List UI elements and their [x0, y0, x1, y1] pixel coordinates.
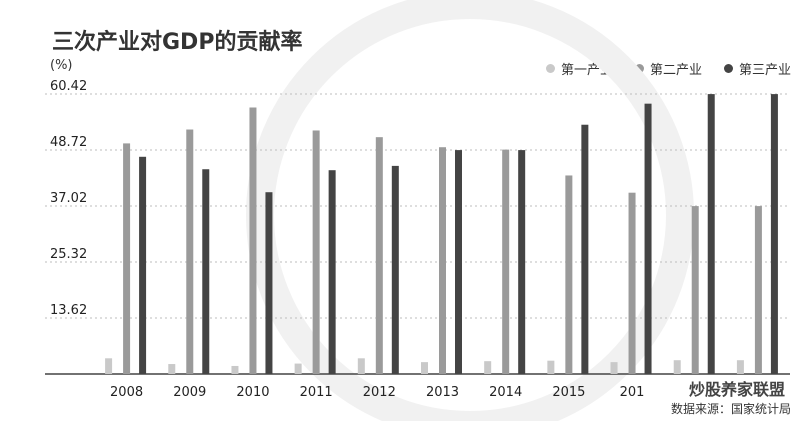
bar-2015-series-1 — [547, 360, 555, 374]
bar-2018-series-3 — [770, 94, 778, 374]
y-axis-unit: (%) — [50, 58, 73, 73]
bar-2013-series-2 — [439, 147, 446, 374]
bar-2013-series-1 — [421, 362, 428, 374]
bar-2009-series-1 — [168, 364, 176, 374]
bar-2010-series-2 — [249, 107, 257, 374]
legend-marker-secondary — [634, 64, 644, 73]
x-tick-label: 2013 — [426, 385, 459, 400]
bar-2009-series-2 — [186, 129, 194, 374]
y-tick-label: 37.02 — [50, 191, 87, 206]
bar-2013-series-3 — [455, 150, 462, 374]
y-tick-label: 25.32 — [50, 247, 87, 262]
bar-2011-series-3 — [328, 170, 336, 374]
bar-2016-series-1 — [610, 362, 618, 374]
background-watermark-ring — [246, 0, 694, 421]
legend: 第一产业 第二产业 第三产业 — [545, 59, 791, 78]
x-tick-label: 2009 — [173, 385, 206, 400]
bar-2016-series-2 — [628, 192, 636, 374]
bar-2012-series-2 — [375, 137, 383, 374]
bar-2008-series-3 — [139, 156, 147, 374]
bar-2014-series-1 — [484, 361, 492, 374]
y-tick-label: 60.42 — [50, 79, 87, 94]
legend-marker-tertiary — [723, 64, 733, 73]
bar-2010-series-3 — [265, 192, 273, 374]
bar-2011-series-1 — [294, 363, 302, 374]
bar-2015-series-3 — [581, 124, 589, 374]
bar-2008-series-1 — [105, 358, 113, 374]
bar-2018-series-2 — [754, 206, 762, 374]
bar-2014-series-2 — [502, 149, 510, 374]
bar-2012-series-3 — [391, 165, 399, 374]
bar-2014-series-3 — [518, 150, 526, 374]
legend-marker-primary — [545, 64, 555, 73]
bar-2017-series-3 — [707, 94, 715, 374]
x-tick-label: 2008 — [110, 385, 143, 400]
legend-label-tertiary: 第三产业 — [738, 63, 791, 78]
bar-2017-series-2 — [691, 206, 699, 374]
bar-2016-series-3 — [644, 103, 652, 375]
x-tick-label: 201 — [620, 385, 645, 400]
x-tick-label: 2010 — [236, 385, 269, 400]
x-tick-label: 2014 — [489, 385, 522, 400]
y-tick-label: 48.72 — [50, 135, 87, 150]
bar-2015-series-2 — [565, 175, 573, 374]
bar-2011-series-2 — [312, 130, 320, 374]
watermark-text: 炒股养家联盟 — [684, 376, 789, 400]
data-source-note: 数据来源：国家统计局 — [670, 402, 791, 416]
legend-item-secondary: 第二产业 — [634, 59, 702, 78]
x-tick-label: 2011 — [300, 385, 333, 400]
y-tick-label: 13.62 — [50, 303, 87, 318]
bar-2012-series-1 — [357, 358, 365, 374]
legend-label-secondary: 第二产业 — [649, 63, 702, 78]
bar-2017-series-1 — [673, 360, 681, 374]
bar-2018-series-1 — [736, 360, 744, 374]
bar-2008-series-2 — [123, 143, 131, 374]
chart-title: 三次产业对GDP的贡献率 — [52, 30, 303, 55]
legend-item-tertiary: 第三产业 — [723, 59, 791, 78]
x-tick-label: 2012 — [363, 385, 396, 400]
x-tick-label: 2015 — [552, 385, 585, 400]
bar-2009-series-3 — [202, 169, 210, 374]
bar-2010-series-1 — [231, 365, 239, 374]
